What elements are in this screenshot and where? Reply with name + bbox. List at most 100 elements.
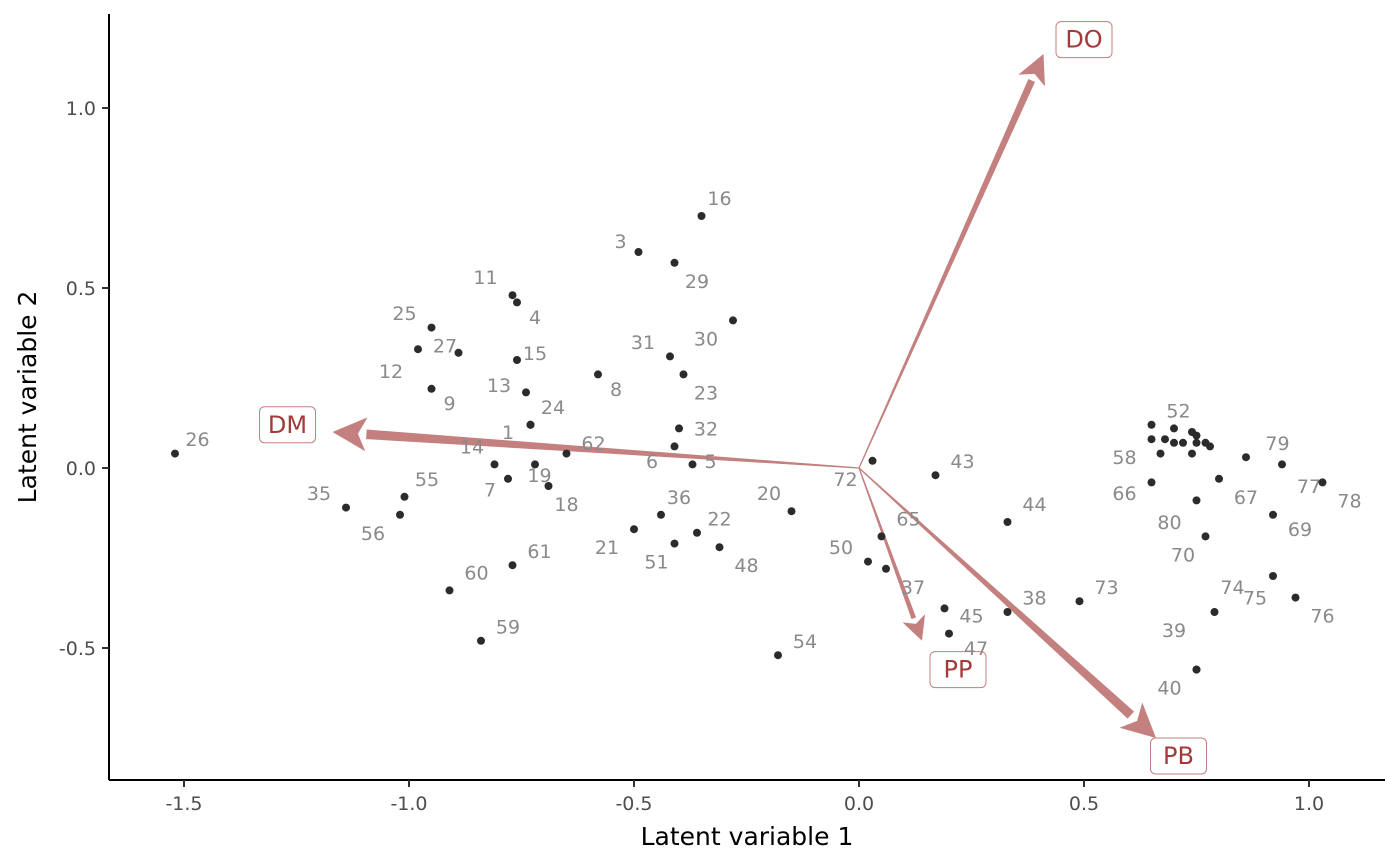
point-cluster-4: [1170, 438, 1178, 447]
point-27: [454, 348, 463, 357]
point-label-36: 36: [667, 487, 691, 509]
point-73: [1075, 597, 1084, 606]
point-label-32: 32: [694, 418, 718, 440]
arrow-shaft: [366, 429, 860, 469]
point-label-59: 59: [496, 616, 520, 638]
point-label-26: 26: [185, 429, 209, 451]
point-76: [1291, 593, 1300, 602]
point-65: [877, 532, 886, 541]
point-label-67: 67: [1234, 487, 1258, 509]
point-cluster-3: [1170, 424, 1178, 433]
point-label-4: 4: [529, 307, 541, 329]
point-label-62: 62: [581, 433, 605, 455]
point-cluster-6: [1188, 449, 1196, 458]
point-23: [679, 370, 688, 379]
point-22: [693, 528, 701, 537]
point-47: [945, 629, 953, 638]
point-label-3: 3: [614, 231, 626, 253]
point-label-61: 61: [527, 541, 551, 563]
point-5: [688, 460, 697, 469]
point-20: [787, 507, 796, 516]
point-38: [1003, 608, 1012, 616]
point-55: [400, 492, 409, 501]
point-label-23: 23: [694, 382, 718, 404]
point-label-47: 47: [964, 638, 988, 660]
x-axis-title: Latent variable 1: [641, 822, 854, 851]
point-44: [1003, 518, 1012, 526]
x-tick-label: -1.5: [165, 793, 202, 815]
point-label-37: 37: [901, 577, 925, 599]
point-label-56: 56: [361, 523, 385, 545]
point-label-43: 43: [950, 451, 974, 473]
point-label-50: 50: [829, 537, 853, 559]
arrow-label-box: [1055, 21, 1113, 59]
point-label-6: 6: [646, 451, 658, 473]
point-13: [522, 388, 530, 397]
point-label-7: 7: [484, 480, 496, 502]
arrow-shaft: [858, 79, 1035, 469]
point-label-70: 70: [1171, 544, 1195, 566]
arrow-shaft: [858, 467, 1135, 719]
axes: -1.5 -1.0 -0.5 0.0 0.5 1.0 -0.5 0.0 0.5 1.0: [59, 14, 1385, 815]
point-58: [1156, 449, 1165, 458]
point-cluster-0: [1147, 420, 1156, 429]
point-label-79: 79: [1265, 433, 1289, 455]
point-21: [630, 525, 638, 534]
point-label-51: 51: [644, 552, 668, 574]
point-cluster-1: [1147, 435, 1156, 444]
point-label-12: 12: [379, 361, 403, 383]
point-40: [1192, 665, 1201, 674]
point-11: [508, 291, 517, 300]
point-69: [1269, 510, 1277, 519]
point-cluster-8: [1192, 438, 1201, 447]
point-label-58: 58: [1112, 447, 1136, 469]
point-label-54: 54: [793, 631, 817, 653]
point-label-38: 38: [1022, 588, 1046, 610]
point-9: [427, 384, 436, 393]
point-label-20: 20: [757, 483, 781, 505]
point-label-69: 69: [1288, 519, 1312, 541]
point-label-73: 73: [1094, 577, 1118, 599]
point-cluster-10: [1206, 442, 1214, 451]
point-67: [1215, 474, 1223, 483]
arrow-head: [1018, 54, 1045, 87]
arrow-label: DO: [1065, 26, 1102, 54]
point-label-76: 76: [1310, 606, 1334, 628]
y-tick-label: 0.5: [66, 278, 96, 300]
point-75: [1269, 572, 1277, 580]
point-15: [513, 356, 521, 364]
point-label-74: 74: [1220, 577, 1244, 599]
point-56: [396, 510, 404, 519]
point-label-78: 78: [1337, 490, 1361, 512]
arrow-label-box: [1150, 737, 1207, 775]
point-14: [490, 460, 499, 469]
point-16: [697, 212, 706, 220]
arrow-pp: PP: [858, 467, 987, 689]
point-51: [670, 539, 679, 548]
point-60: [445, 586, 454, 595]
point-label-72: 72: [833, 469, 857, 491]
point-32: [675, 424, 683, 433]
point-label-75: 75: [1243, 588, 1267, 610]
arrow-label-box: [929, 651, 987, 689]
point-label-55: 55: [415, 469, 439, 491]
y-axis-title: Latent variable 2: [13, 291, 42, 504]
point-7: [504, 474, 512, 483]
point-cluster-5: [1179, 438, 1187, 447]
point-label-65: 65: [896, 508, 920, 530]
point-35: [342, 503, 350, 512]
point-12: [414, 345, 422, 354]
point-77: [1278, 460, 1286, 469]
point-label-9: 9: [443, 393, 455, 415]
point-label-16: 16: [707, 188, 731, 210]
point-59: [477, 636, 485, 645]
point-29: [670, 258, 679, 267]
loading-arrows: DO DM PB PP: [259, 21, 1207, 775]
point-78: [1318, 478, 1327, 487]
y-tick-label: -0.5: [59, 638, 96, 660]
point-label-24: 24: [541, 397, 565, 419]
point-8: [594, 370, 602, 379]
point-70: [1201, 532, 1210, 541]
point-label-29: 29: [685, 271, 709, 293]
point-61: [508, 561, 517, 570]
